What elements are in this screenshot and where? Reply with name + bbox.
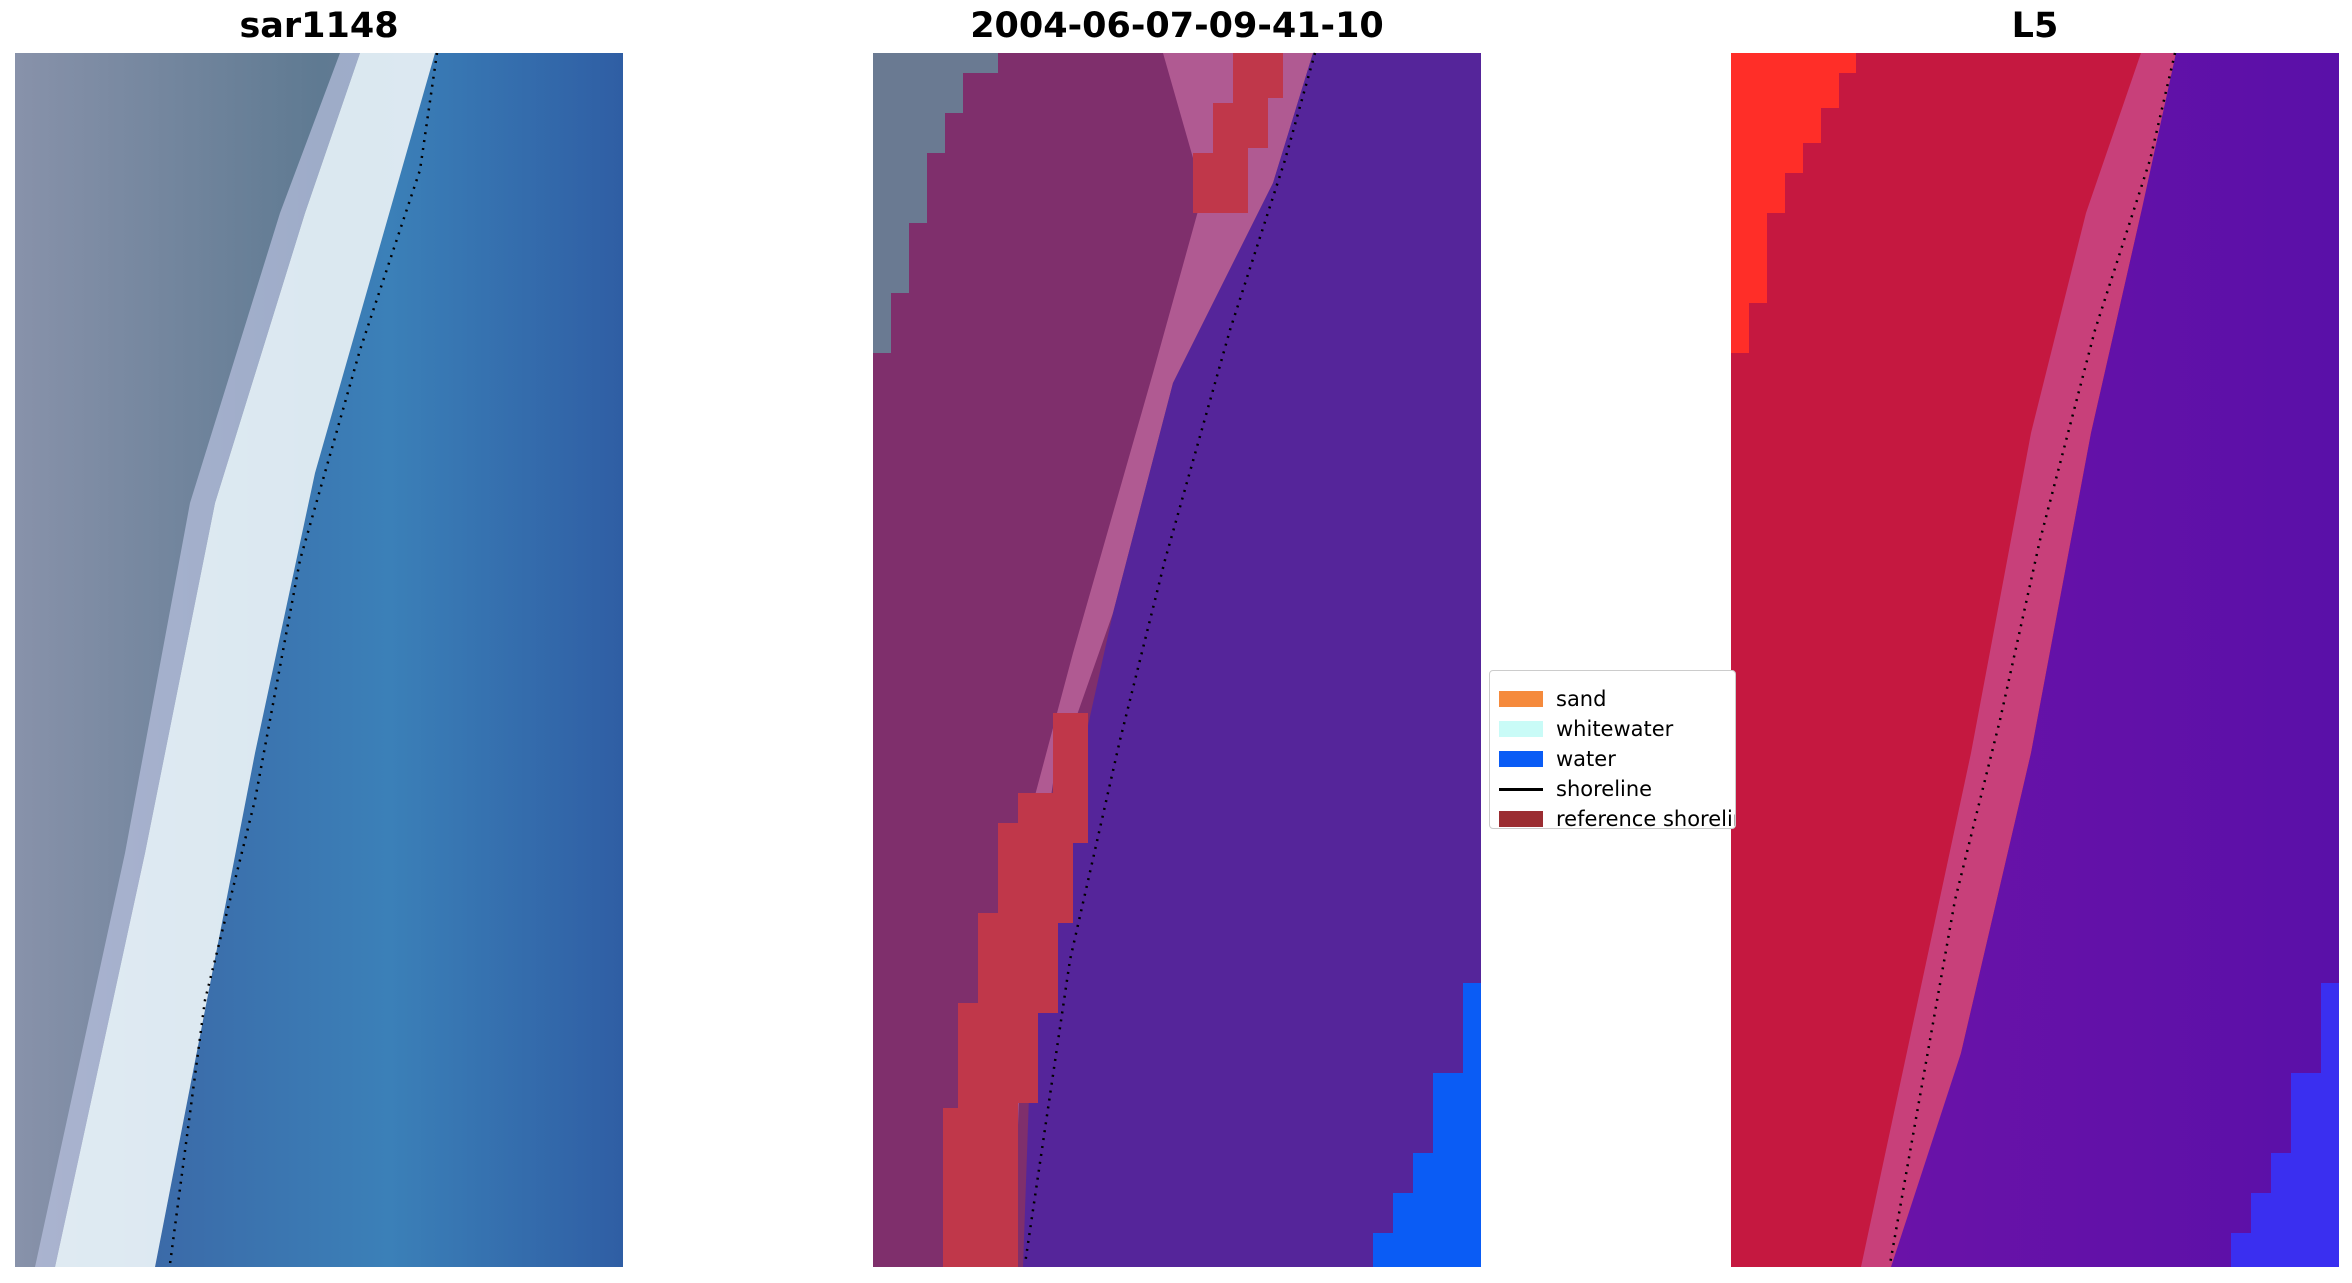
- rgb-image-panel: [15, 53, 623, 1267]
- classified-image-panel: [873, 53, 1481, 1267]
- legend-label-water: water: [1556, 747, 1616, 771]
- classified-grey-corner: [873, 53, 998, 353]
- panel-title-rgb: sar1148: [239, 6, 399, 46]
- panel-title-classified: 2004-06-07-09-41-10: [970, 6, 1384, 46]
- rgb-whitewater-fringe: [35, 53, 360, 1267]
- rgb-image: [15, 53, 623, 1267]
- legend-label-sand: sand: [1556, 687, 1607, 711]
- index-image-panel: [1731, 53, 2339, 1267]
- index-bright-corner: [1731, 53, 1856, 353]
- legend-swatch-reference-shoreline: [1499, 811, 1543, 827]
- legend: sand whitewater water shoreline referenc…: [1489, 670, 1736, 829]
- classified-deep-water: [1373, 983, 1481, 1267]
- legend-swatch-whitewater: [1499, 721, 1543, 737]
- legend-label-whitewater: whitewater: [1556, 717, 1674, 741]
- legend-label-reference-shoreline: reference shoreline: [1556, 807, 1735, 829]
- legend-swatch-sand: [1499, 691, 1543, 707]
- index-blue-corner: [2231, 983, 2339, 1267]
- legend-line-shoreline: [1499, 787, 1543, 791]
- legend-label-shoreline: shoreline: [1556, 777, 1653, 801]
- index-image: [1731, 53, 2339, 1267]
- panel-title-index: L5: [2011, 6, 2059, 46]
- legend-swatch-water: [1499, 751, 1543, 767]
- classified-image: [873, 53, 1481, 1267]
